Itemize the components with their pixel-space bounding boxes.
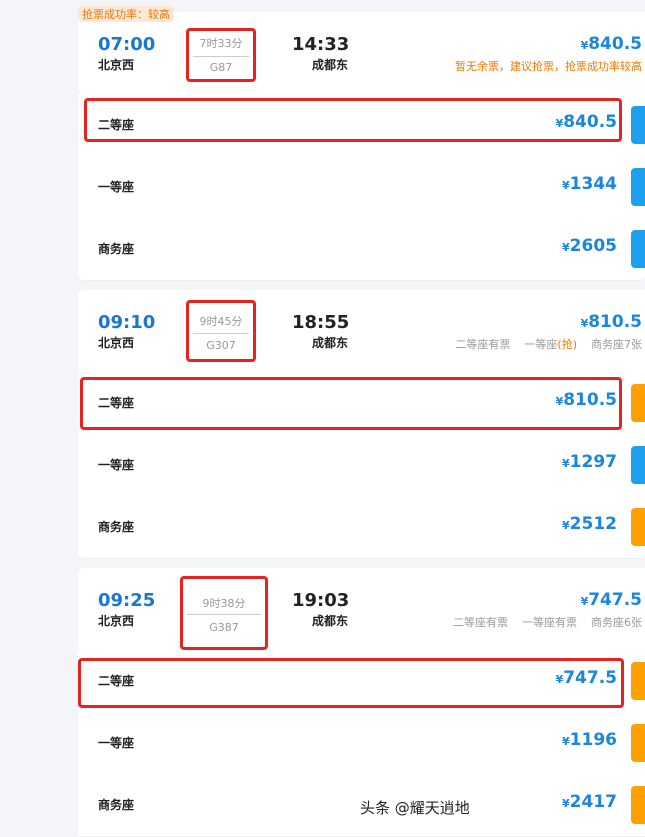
train-card-g87[interactable]: 抢票成功率：较高 07:00 北京西 7时33分 G87 14:33 成都东 ¥8… (78, 6, 645, 94)
arrow-line (193, 333, 249, 334)
lowest-price: ¥747.5 (580, 590, 642, 610)
seat-row[interactable]: 一等座 ¥1344 (78, 156, 645, 219)
arrival-time: 14:33 (292, 34, 350, 55)
departure-station: 北京西 (98, 58, 135, 72)
train-number[interactable]: G307 (206, 339, 236, 352)
seat-price: ¥2417 (562, 792, 617, 812)
seat-price: ¥2605 (562, 236, 617, 256)
book-button[interactable] (631, 446, 645, 484)
duration: 9时45分 (199, 315, 243, 328)
book-button[interactable] (631, 786, 645, 824)
seat-row[interactable]: 商务座 ¥2417 (78, 774, 645, 837)
success-rate-tag: 抢票成功率：较高 (78, 6, 174, 22)
seat-price: ¥1196 (562, 730, 617, 750)
arrival-station: 成都东 (312, 614, 349, 628)
seat-price: ¥810.5 (555, 390, 617, 410)
book-button[interactable] (631, 508, 645, 546)
departure-time: 09:10 (98, 312, 156, 333)
seat-price: ¥1297 (562, 452, 617, 472)
availability: 二等座有票 一等座(抢) 商务座7张 (455, 338, 642, 351)
duration: 9时38分 (202, 597, 246, 610)
seat-name: 商务座 (98, 798, 135, 812)
arrival-station: 成都东 (312, 336, 349, 350)
train-info-box: 9时45分 G307 (186, 300, 256, 362)
seat-price: ¥1344 (562, 174, 617, 194)
availability: 二等座有票 一等座有票 商务座6张 (453, 616, 642, 629)
book-button[interactable] (631, 662, 645, 700)
seat-row[interactable]: 商务座 ¥2512 (78, 496, 645, 559)
train-info-box: 9时38分 G387 (180, 576, 268, 650)
seat-name: 一等座 (98, 736, 135, 750)
departure-time: 09:25 (98, 590, 156, 611)
seat-price: ¥840.5 (555, 112, 617, 132)
book-button[interactable] (631, 168, 645, 206)
seat-price: ¥2512 (562, 514, 617, 534)
seat-row[interactable]: 二等座 ¥840.5 (78, 94, 645, 157)
train-number[interactable]: G87 (209, 61, 233, 74)
lowest-price: ¥810.5 (580, 312, 642, 332)
train-number[interactable]: G387 (209, 621, 239, 634)
train-card-g387[interactable]: 09:25 北京西 9时38分 G387 19:03 成都东 ¥747.5 二等座… (78, 568, 645, 650)
seat-name: 二等座 (98, 396, 135, 410)
seat-name: 商务座 (98, 242, 135, 256)
seat-name: 一等座 (98, 458, 135, 472)
departure-time: 07:00 (98, 34, 156, 55)
train-info-box: 7时33分 G87 (186, 28, 256, 82)
book-button[interactable] (631, 724, 645, 762)
book-button[interactable] (631, 230, 645, 268)
departure-station: 北京西 (98, 614, 135, 628)
book-button[interactable] (631, 384, 645, 422)
arrival-time: 18:55 (292, 312, 350, 333)
arrow-line (193, 56, 249, 57)
seat-name: 二等座 (98, 674, 135, 688)
seat-row[interactable]: 一等座 ¥1196 (78, 712, 645, 775)
seat-row[interactable]: 二等座 ¥747.5 (78, 650, 645, 713)
seat-name: 二等座 (98, 118, 135, 132)
train-card-g307[interactable]: 09:10 北京西 9时45分 G307 18:55 成都东 ¥810.5 二等座… (78, 290, 645, 372)
duration: 7时33分 (199, 37, 243, 50)
watermark: 头条 @耀天逍地 (360, 799, 470, 817)
seat-name: 一等座 (98, 180, 135, 194)
seat-row[interactable]: 二等座 ¥810.5 (78, 372, 645, 435)
ticket-note: 暂无余票，建议抢票，抢票成功率较高 (455, 60, 642, 73)
seat-price: ¥747.5 (555, 668, 617, 688)
lowest-price: ¥840.5 (580, 34, 642, 54)
seat-row[interactable]: 商务座 ¥2605 (78, 218, 645, 281)
arrival-time: 19:03 (292, 590, 350, 611)
departure-station: 北京西 (98, 336, 135, 350)
arrival-station: 成都东 (312, 58, 349, 72)
arrow-line (187, 614, 261, 615)
seat-row[interactable]: 一等座 ¥1297 (78, 434, 645, 497)
seat-name: 商务座 (98, 520, 135, 534)
book-button[interactable] (631, 106, 645, 144)
